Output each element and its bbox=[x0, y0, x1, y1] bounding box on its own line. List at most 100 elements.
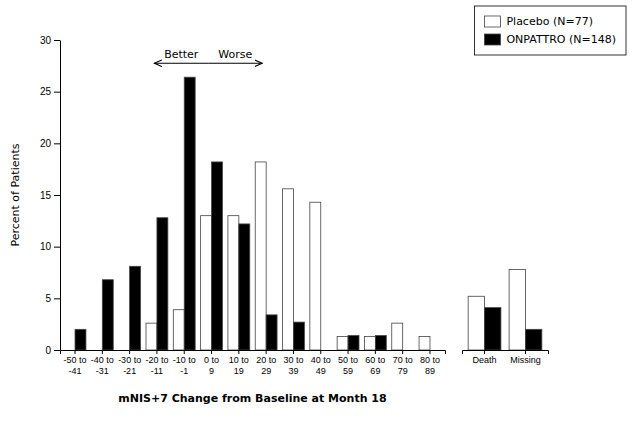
y-tick-label: 0 bbox=[45, 345, 51, 356]
y-tick-mark bbox=[54, 40, 60, 41]
x-tick-label-line: -41 bbox=[69, 366, 82, 376]
x-tick-label: -20 to-11 bbox=[145, 355, 168, 375]
legend-label: Placebo (N=77) bbox=[506, 15, 592, 28]
y-axis-title: Percent of Patients bbox=[9, 143, 22, 246]
annotation: Better bbox=[164, 48, 199, 61]
x-tick-mark bbox=[293, 350, 294, 354]
series bbox=[75, 77, 386, 350]
bar bbox=[337, 337, 348, 350]
panel: Death Missing bbox=[463, 269, 549, 365]
y-tick: 30 bbox=[40, 35, 60, 46]
x-tick-label-line: 59 bbox=[343, 366, 353, 376]
legend-label: ONPATTRO (N=148) bbox=[506, 33, 616, 46]
bar bbox=[403, 350, 414, 351]
legend-swatch bbox=[484, 34, 500, 45]
y-tick-label: 5 bbox=[45, 293, 51, 304]
x-tick: 10 to19 bbox=[229, 350, 249, 376]
x-tick-label-line: 89 bbox=[425, 366, 435, 376]
y-tick: 20 bbox=[40, 138, 60, 149]
x-axis: -50 to-41-40 to-31-30 to-21-20 to-11-10 … bbox=[61, 350, 446, 376]
x-tick-mark bbox=[429, 350, 430, 354]
bar bbox=[348, 336, 359, 350]
x-tick-mark bbox=[320, 350, 321, 354]
x-tick-label-line: -40 to bbox=[91, 355, 114, 365]
x-tick-label-line: 20 to bbox=[256, 355, 276, 365]
bar bbox=[75, 329, 86, 350]
x-tick-label-line: 79 bbox=[398, 366, 408, 376]
y-axis-line bbox=[60, 41, 61, 351]
bar bbox=[255, 162, 266, 350]
x-tick-label: 40 to49 bbox=[311, 355, 331, 375]
x-axis: Death Missing bbox=[463, 350, 549, 365]
x-tick: 50 to59 bbox=[338, 350, 358, 376]
bar bbox=[184, 77, 195, 350]
x-tick-label: -10 to-1 bbox=[173, 355, 196, 375]
chart: -50 to-41-40 to-31-30 to-21-20 to-11-10 … bbox=[0, 0, 634, 425]
bar bbox=[293, 322, 304, 350]
y-tick: 25 bbox=[40, 86, 60, 97]
x-tick-mark bbox=[102, 350, 103, 354]
x-tick: -30 to-21 bbox=[118, 350, 141, 376]
x-tick-label-line: 0 to bbox=[204, 355, 219, 365]
x-tick: 60 to69 bbox=[365, 350, 385, 376]
y-tick-label: 25 bbox=[40, 86, 52, 97]
x-tick-label: Missing bbox=[510, 355, 541, 365]
bar bbox=[468, 296, 484, 350]
x-tick-mark bbox=[402, 350, 403, 354]
legend-frame bbox=[474, 6, 626, 55]
y-tick-mark bbox=[54, 195, 60, 196]
x-tick: Death bbox=[473, 350, 497, 365]
x-tick: -40 to-31 bbox=[91, 350, 114, 376]
x-tick-label-line: -30 to bbox=[118, 355, 141, 365]
y-tick-label: 15 bbox=[40, 190, 52, 201]
y-tick-label: 10 bbox=[40, 241, 52, 252]
bar bbox=[130, 266, 141, 350]
bar bbox=[392, 323, 403, 350]
x-tick-label-line: 39 bbox=[288, 366, 298, 376]
x-tick-label-line: 70 to bbox=[393, 355, 413, 365]
bar bbox=[157, 218, 168, 350]
bar bbox=[64, 350, 75, 351]
x-tick: 40 to49 bbox=[311, 350, 331, 376]
y-tick-label: 20 bbox=[40, 138, 52, 149]
series bbox=[468, 269, 525, 350]
x-tick-label-line: -50 to bbox=[64, 355, 87, 365]
arrow bbox=[154, 63, 208, 64]
x-axis-title: mNIS+7 Change from Baseline at Month 18 bbox=[118, 392, 386, 405]
y-tick-mark bbox=[54, 92, 60, 93]
bar bbox=[102, 280, 113, 350]
bar bbox=[173, 310, 184, 350]
x-tick-label-line: 50 to bbox=[338, 355, 358, 365]
panel: -50 to-41-40 to-31-30 to-21-20 to-11-10 … bbox=[40, 35, 446, 376]
x-axis-line bbox=[463, 351, 549, 355]
x-tick-label: -40 to-31 bbox=[91, 355, 114, 375]
x-tick-label: 30 to39 bbox=[283, 355, 303, 375]
x-tick-mark bbox=[525, 350, 526, 354]
x-tick: -20 to-11 bbox=[145, 350, 168, 376]
y-tick: 5 bbox=[45, 293, 60, 304]
x-tick: 0 to9 bbox=[204, 350, 219, 376]
x-tick-label-line: 40 to bbox=[311, 355, 331, 365]
x-tick-mark bbox=[484, 350, 485, 354]
y-tick-label: 30 bbox=[40, 35, 52, 46]
x-tick: 20 to29 bbox=[256, 350, 276, 376]
legend-item: Placebo (N=77) bbox=[484, 15, 592, 28]
x-tick-label-line: -11 bbox=[151, 366, 163, 376]
x-tick-mark bbox=[211, 350, 212, 354]
x-tick-label: 70 to79 bbox=[393, 355, 413, 375]
x-tick-label: 50 to59 bbox=[338, 355, 358, 375]
series bbox=[485, 308, 542, 350]
x-tick: 70 to79 bbox=[393, 350, 413, 376]
x-tick-label-line: 10 to bbox=[229, 355, 249, 365]
x-tick-label-line: 19 bbox=[234, 366, 244, 376]
x-tick-label-line: -20 to bbox=[145, 355, 168, 365]
bar bbox=[201, 216, 212, 350]
x-tick-label: 60 to69 bbox=[365, 355, 385, 375]
x-tick-label: 0 to9 bbox=[204, 355, 219, 375]
x-tick-mark bbox=[375, 350, 376, 354]
bar bbox=[283, 189, 294, 350]
x-tick-mark bbox=[156, 350, 157, 354]
y-tick-mark bbox=[54, 350, 60, 351]
bar bbox=[310, 202, 321, 350]
x-tick-label: -50 to-41 bbox=[64, 355, 87, 375]
